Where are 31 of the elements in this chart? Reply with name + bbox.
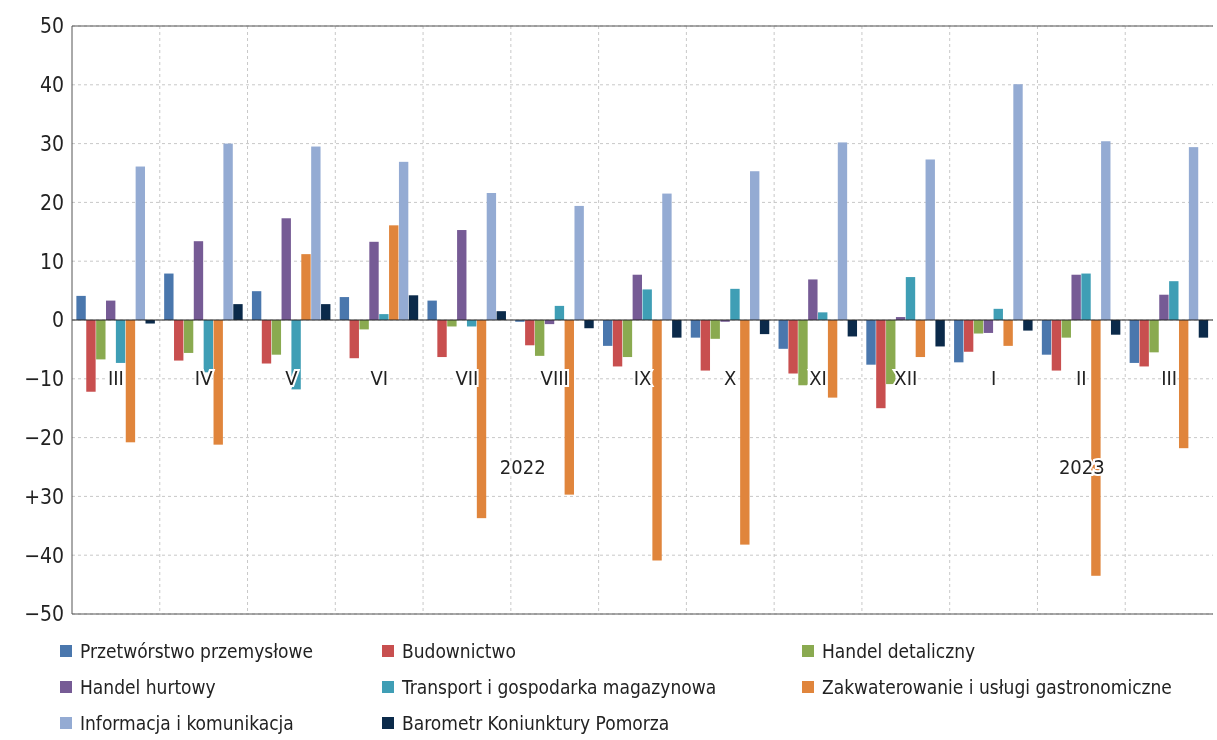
x-tick-label: XII (894, 365, 918, 390)
y-tick-label: 50 (39, 14, 64, 39)
y-tick-label: −20 (24, 425, 64, 450)
legend-label: Budownictwo (402, 640, 516, 662)
y-tick-label: +30 (24, 484, 64, 509)
y-tick-label: 10 (39, 249, 64, 274)
legend-label: Handel hurtowy (80, 676, 216, 698)
y-tick-label: −10 (24, 367, 64, 392)
y-tick-label: −40 (24, 543, 64, 568)
legend-label: Zakwaterowanie i usługi gastronomiczne (822, 676, 1172, 698)
y-tick-label: −50 (24, 602, 64, 627)
annotation: 2022 (499, 455, 546, 479)
x-tick-label: I (990, 365, 997, 390)
x-tick-label: IX (633, 365, 652, 390)
legend-label: Przetwórstwo przemysłowe (80, 640, 313, 662)
y-tick-label: 30 (39, 131, 64, 156)
x-tick-label: XI (809, 365, 827, 390)
legend-label: Informacja i komunikacja (80, 712, 294, 734)
x-tick-label: IV (194, 365, 214, 390)
y-tick-label: 40 (39, 73, 64, 98)
legend-label: Handel detaliczny (822, 640, 976, 662)
y-tick-label: 20 (39, 190, 64, 215)
x-tick-label: III (1161, 365, 1178, 390)
y-tick-label: 0 (51, 308, 64, 333)
x-tick-label: VII (455, 365, 479, 390)
legend-label: Transport i gospodarka magazynowa (401, 676, 717, 698)
x-tick-label: X (724, 365, 737, 390)
legend-label: Barometr Koniunktury Pomorza (402, 712, 670, 734)
x-tick-label: III (107, 365, 124, 390)
x-tick-label: II (1076, 365, 1087, 390)
x-tick-label: VI (370, 365, 388, 390)
